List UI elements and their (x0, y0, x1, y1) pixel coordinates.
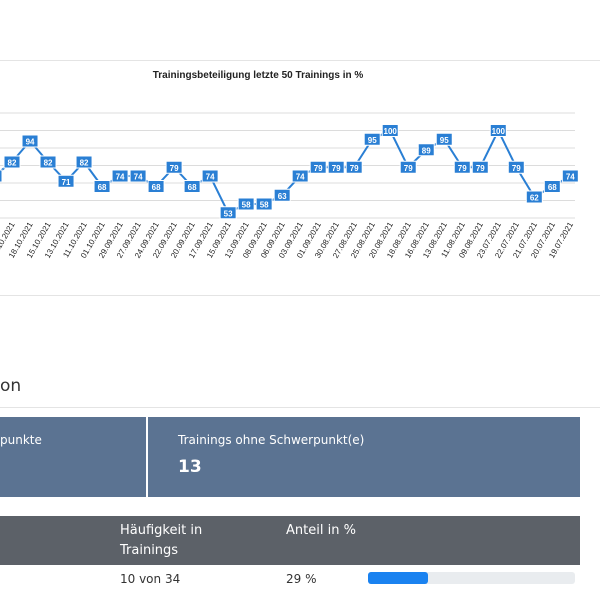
data-label-box (291, 169, 309, 183)
data-label: 79 (512, 164, 521, 173)
data-label: 74 (296, 173, 305, 182)
data-label: 79 (350, 164, 359, 173)
card-label: punkte (0, 433, 42, 447)
data-label: 94 (26, 138, 35, 147)
data-label: 95 (368, 136, 377, 145)
data-label-box (435, 132, 453, 146)
data-label-box (75, 155, 93, 169)
data-label: 74 (134, 173, 143, 182)
data-label: 82 (44, 159, 53, 168)
data-label: 71 (62, 178, 71, 187)
data-label-box (111, 169, 129, 183)
data-label-box (507, 160, 525, 174)
data-label-box (327, 160, 345, 174)
data-label-box (219, 206, 237, 220)
data-label: 68 (98, 183, 107, 192)
data-label: 58 (242, 201, 251, 210)
data-label-box (345, 160, 363, 174)
card-value: 13 (178, 457, 202, 477)
column-header: Häufigkeit in Trainings (120, 523, 203, 558)
data-label-box (183, 180, 201, 193)
data-label: 79 (332, 164, 341, 173)
data-label: 74 (116, 173, 125, 182)
data-label-box (543, 180, 561, 193)
data-label-box (273, 188, 291, 202)
data-label: 79 (314, 164, 323, 173)
data-label: 68 (548, 183, 557, 192)
data-label-box (237, 197, 255, 211)
card: Trainings ohne Schwerpunkt(e) 13 (148, 417, 580, 497)
data-label-box (93, 180, 111, 193)
data-label-box (525, 190, 543, 204)
data-label-box (561, 169, 579, 183)
data-label-box (489, 124, 507, 137)
divider (0, 407, 600, 408)
divider (0, 60, 600, 61)
data-label: 89 (422, 146, 431, 155)
data-label: 95 (440, 136, 449, 145)
data-label: 63 (278, 192, 287, 201)
data-label-box (129, 169, 147, 183)
data-label-box (399, 160, 417, 174)
data-label-box (453, 160, 471, 174)
data-label: 74 (206, 173, 215, 182)
card: punkte (0, 417, 146, 497)
data-label: 68 (152, 183, 161, 192)
data-label-box (57, 174, 75, 188)
data-label-box (255, 197, 273, 211)
section-title: on (0, 376, 22, 396)
data-label: 79 (170, 164, 179, 173)
data-label-box (309, 160, 327, 174)
data-label: 82 (8, 159, 17, 168)
chart-title: Trainingsbeteiligung letzte 50 Trainings… (153, 70, 364, 81)
data-label: 79 (404, 164, 413, 173)
column-header: Anteil in % (286, 523, 356, 538)
data-label-box (417, 143, 435, 157)
data-label-box (39, 155, 57, 169)
data-label-box (165, 160, 183, 174)
data-label-box (201, 169, 219, 183)
data-label: 74 (566, 173, 575, 182)
data-label-box (147, 180, 165, 193)
data-label: 62 (530, 194, 539, 203)
data-label-box (3, 155, 21, 169)
table-header: Häufigkeit in Trainings Anteil in % (0, 516, 580, 565)
data-label: 82 (80, 159, 89, 168)
cell: 10 von 34 (120, 572, 181, 586)
data-label: 79 (458, 164, 467, 173)
data-label: 79 (476, 164, 485, 173)
data-label: 58 (260, 201, 269, 210)
data-label: 100 (384, 127, 398, 136)
divider (0, 295, 600, 296)
data-label: 100 (492, 127, 506, 136)
data-label-box (471, 160, 489, 174)
data-label-box (0, 169, 3, 183)
progress-bar (368, 572, 429, 584)
data-label-box (363, 132, 381, 146)
card-label: Trainings ohne Schwerpunkt(e) (178, 433, 365, 447)
data-label-box (21, 134, 39, 148)
chart: Trainingsbeteiligung letzte 50 Trainings… (0, 70, 579, 260)
cell: 29 % (286, 572, 317, 586)
data-label-box (381, 124, 399, 137)
data-label: 68 (188, 183, 197, 192)
data-label: 53 (224, 209, 233, 218)
progress-track (368, 572, 575, 584)
